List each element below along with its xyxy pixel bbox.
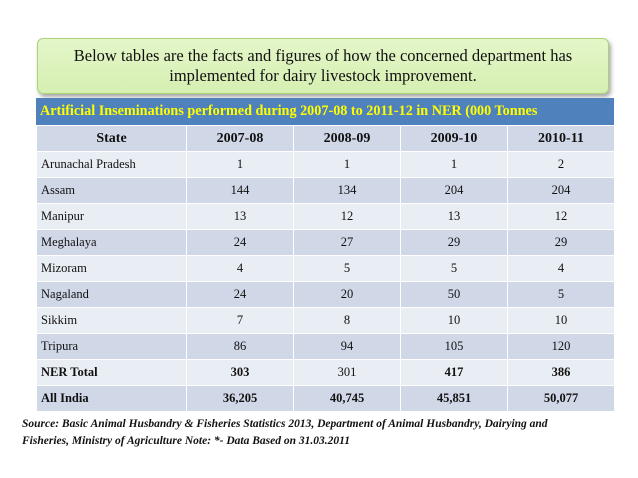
table-row: Tripura 86 94 105 120 xyxy=(36,333,615,360)
insemination-table: State 2007-08 2008-09 2009-10 2010-11 Ar… xyxy=(36,125,615,412)
cell-value: 5 xyxy=(293,255,401,282)
cell-state: Nagaland xyxy=(36,281,187,308)
cell-value: 45,851 xyxy=(400,385,508,412)
header-2010-11: 2010-11 xyxy=(507,125,615,152)
cell-value: 303 xyxy=(186,359,294,386)
cell-value: 50,077 xyxy=(507,385,615,412)
cell-value: 24 xyxy=(186,229,294,256)
intro-text-line-1: Below tables are the facts and figures o… xyxy=(73,46,573,65)
cell-value: 50 xyxy=(400,281,508,308)
cell-value: 105 xyxy=(400,333,508,360)
source-note: Source: Basic Animal Husbandry & Fisheri… xyxy=(22,416,622,450)
header-state: State xyxy=(36,125,187,152)
table-row: Mizoram 4 5 5 4 xyxy=(36,255,615,282)
source-line-2: Fisheries, Ministry of Agriculture Note:… xyxy=(22,435,350,447)
intro-callout: Below tables are the facts and figures o… xyxy=(37,38,609,94)
insemination-table-container: Artificial Inseminations performed durin… xyxy=(36,98,615,412)
table-row: Arunachal Pradesh 1 1 1 2 xyxy=(36,151,615,178)
ner-total-row: NER Total 303 301 417 386 xyxy=(36,359,615,386)
cell-state: Assam xyxy=(36,177,187,204)
cell-value: 27 xyxy=(293,229,401,256)
cell-state: Arunachal Pradesh xyxy=(36,151,187,178)
cell-value: 144 xyxy=(186,177,294,204)
cell-value: 1 xyxy=(400,151,508,178)
table-row: Meghalaya 24 27 29 29 xyxy=(36,229,615,256)
cell-value: 10 xyxy=(507,307,615,334)
cell-value: 5 xyxy=(400,255,508,282)
cell-value: 204 xyxy=(400,177,508,204)
table-title: Artificial Inseminations performed durin… xyxy=(36,98,614,125)
cell-value: 4 xyxy=(507,255,615,282)
cell-value: 86 xyxy=(186,333,294,360)
cell-value: 5 xyxy=(507,281,615,308)
cell-value: 24 xyxy=(186,281,294,308)
cell-value: 29 xyxy=(400,229,508,256)
source-line-1: Source: Basic Animal Husbandry & Fisheri… xyxy=(22,418,548,430)
table-header-row: State 2007-08 2008-09 2009-10 2010-11 xyxy=(36,125,615,152)
cell-value: 12 xyxy=(507,203,615,230)
cell-value: 13 xyxy=(400,203,508,230)
cell-value: 8 xyxy=(293,307,401,334)
cell-value: 134 xyxy=(293,177,401,204)
cell-value: 10 xyxy=(400,307,508,334)
cell-state: All India xyxy=(36,385,187,412)
cell-state: NER Total xyxy=(36,359,187,386)
cell-value: 36,205 xyxy=(186,385,294,412)
table-row: Assam 144 134 204 204 xyxy=(36,177,615,204)
cell-value: 417 xyxy=(400,359,508,386)
cell-state: Mizoram xyxy=(36,255,187,282)
table-row: Nagaland 24 20 50 5 xyxy=(36,281,615,308)
table-row: Sikkim 7 8 10 10 xyxy=(36,307,615,334)
cell-value: 40,745 xyxy=(293,385,401,412)
header-2008-09: 2008-09 xyxy=(293,125,401,152)
cell-value: 301 xyxy=(293,359,401,386)
cell-state: Meghalaya xyxy=(36,229,187,256)
cell-state: Manipur xyxy=(36,203,187,230)
cell-state: Tripura xyxy=(36,333,187,360)
cell-value: 94 xyxy=(293,333,401,360)
cell-value: 7 xyxy=(186,307,294,334)
cell-value: 12 xyxy=(293,203,401,230)
header-2009-10: 2009-10 xyxy=(400,125,508,152)
cell-value: 29 xyxy=(507,229,615,256)
table-row: Manipur 13 12 13 12 xyxy=(36,203,615,230)
cell-value: 386 xyxy=(507,359,615,386)
cell-value: 1 xyxy=(186,151,294,178)
cell-value: 13 xyxy=(186,203,294,230)
all-india-row: All India 36,205 40,745 45,851 50,077 xyxy=(36,385,615,412)
cell-value: 1 xyxy=(293,151,401,178)
cell-value: 120 xyxy=(507,333,615,360)
cell-value: 20 xyxy=(293,281,401,308)
intro-text-line-2: implemented for dairy livestock improvem… xyxy=(169,66,477,85)
cell-value: 2 xyxy=(507,151,615,178)
header-2007-08: 2007-08 xyxy=(186,125,294,152)
cell-value: 4 xyxy=(186,255,294,282)
cell-value: 204 xyxy=(507,177,615,204)
cell-state: Sikkim xyxy=(36,307,187,334)
